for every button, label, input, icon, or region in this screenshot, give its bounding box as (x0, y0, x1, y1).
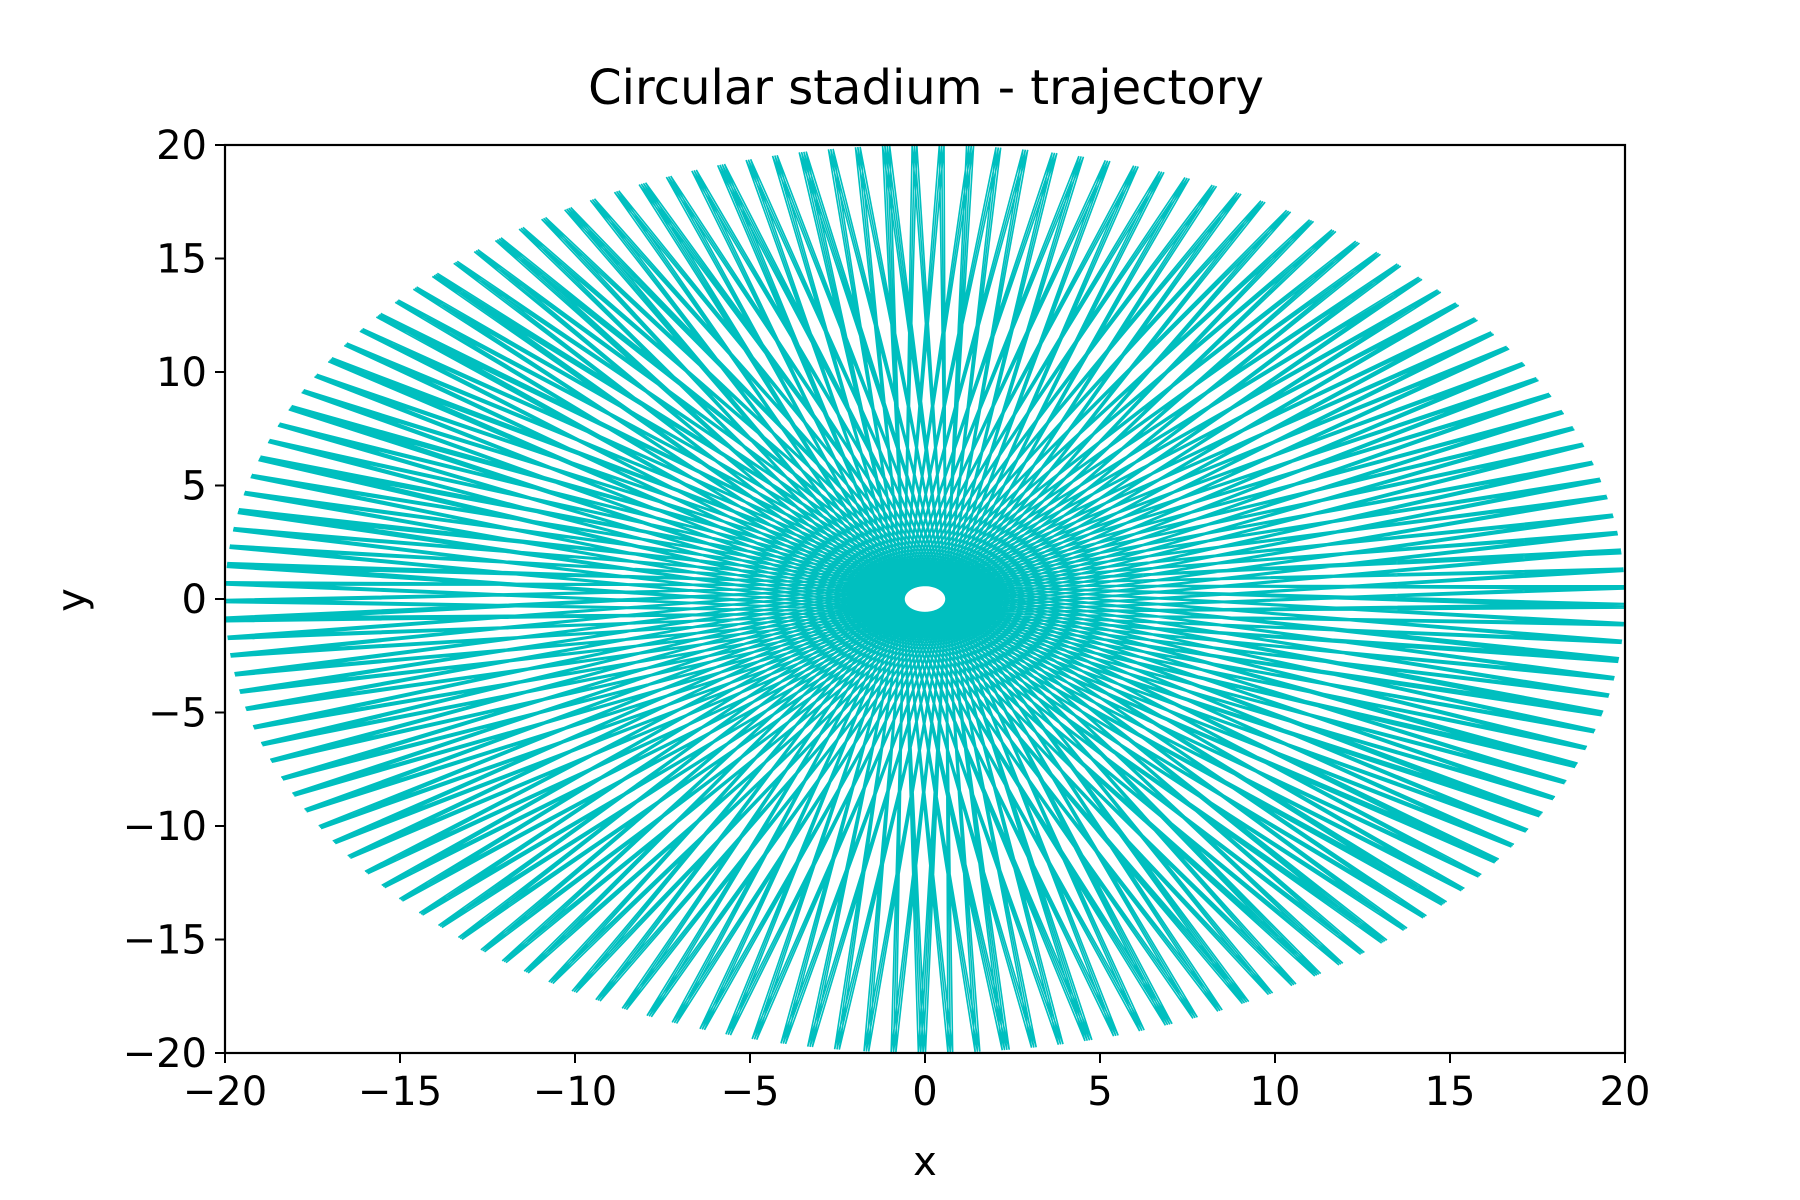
y-axis: −20 −15 −10 −5 0 5 10 15 20 (123, 123, 225, 1077)
x-tick-label: −5 (721, 1069, 780, 1115)
x-tick-label: 15 (1425, 1069, 1476, 1115)
y-tick-label: 20 (156, 123, 207, 169)
x-tick-label: 20 (1600, 1069, 1651, 1115)
x-tick-label: −15 (358, 1069, 442, 1115)
y-tick-label: −20 (123, 1031, 207, 1077)
x-tick-label: −20 (183, 1069, 267, 1115)
x-axis: −20 −15 −10 −5 0 5 10 15 20 (183, 1053, 1651, 1115)
y-tick-label: 15 (156, 237, 207, 283)
x-tick-label: 5 (1087, 1069, 1112, 1115)
chart-title: Circular stadium - trajectory (588, 60, 1264, 116)
y-tick-label: 10 (156, 350, 207, 396)
x-tick-label: −10 (533, 1069, 617, 1115)
y-tick-label: −5 (148, 691, 207, 737)
y-tick-label: −15 (123, 918, 207, 964)
y-tick-label: 5 (182, 464, 207, 510)
trajectory-series (225, 145, 1625, 1053)
trajectory-line (225, 145, 1625, 1053)
x-tick-label: 10 (1250, 1069, 1301, 1115)
x-axis-label: x (913, 1139, 937, 1185)
y-axis-label: y (49, 588, 95, 612)
y-tick-label: 0 (182, 577, 207, 623)
x-tick-label: 0 (912, 1069, 937, 1115)
y-tick-label: −10 (123, 804, 207, 850)
